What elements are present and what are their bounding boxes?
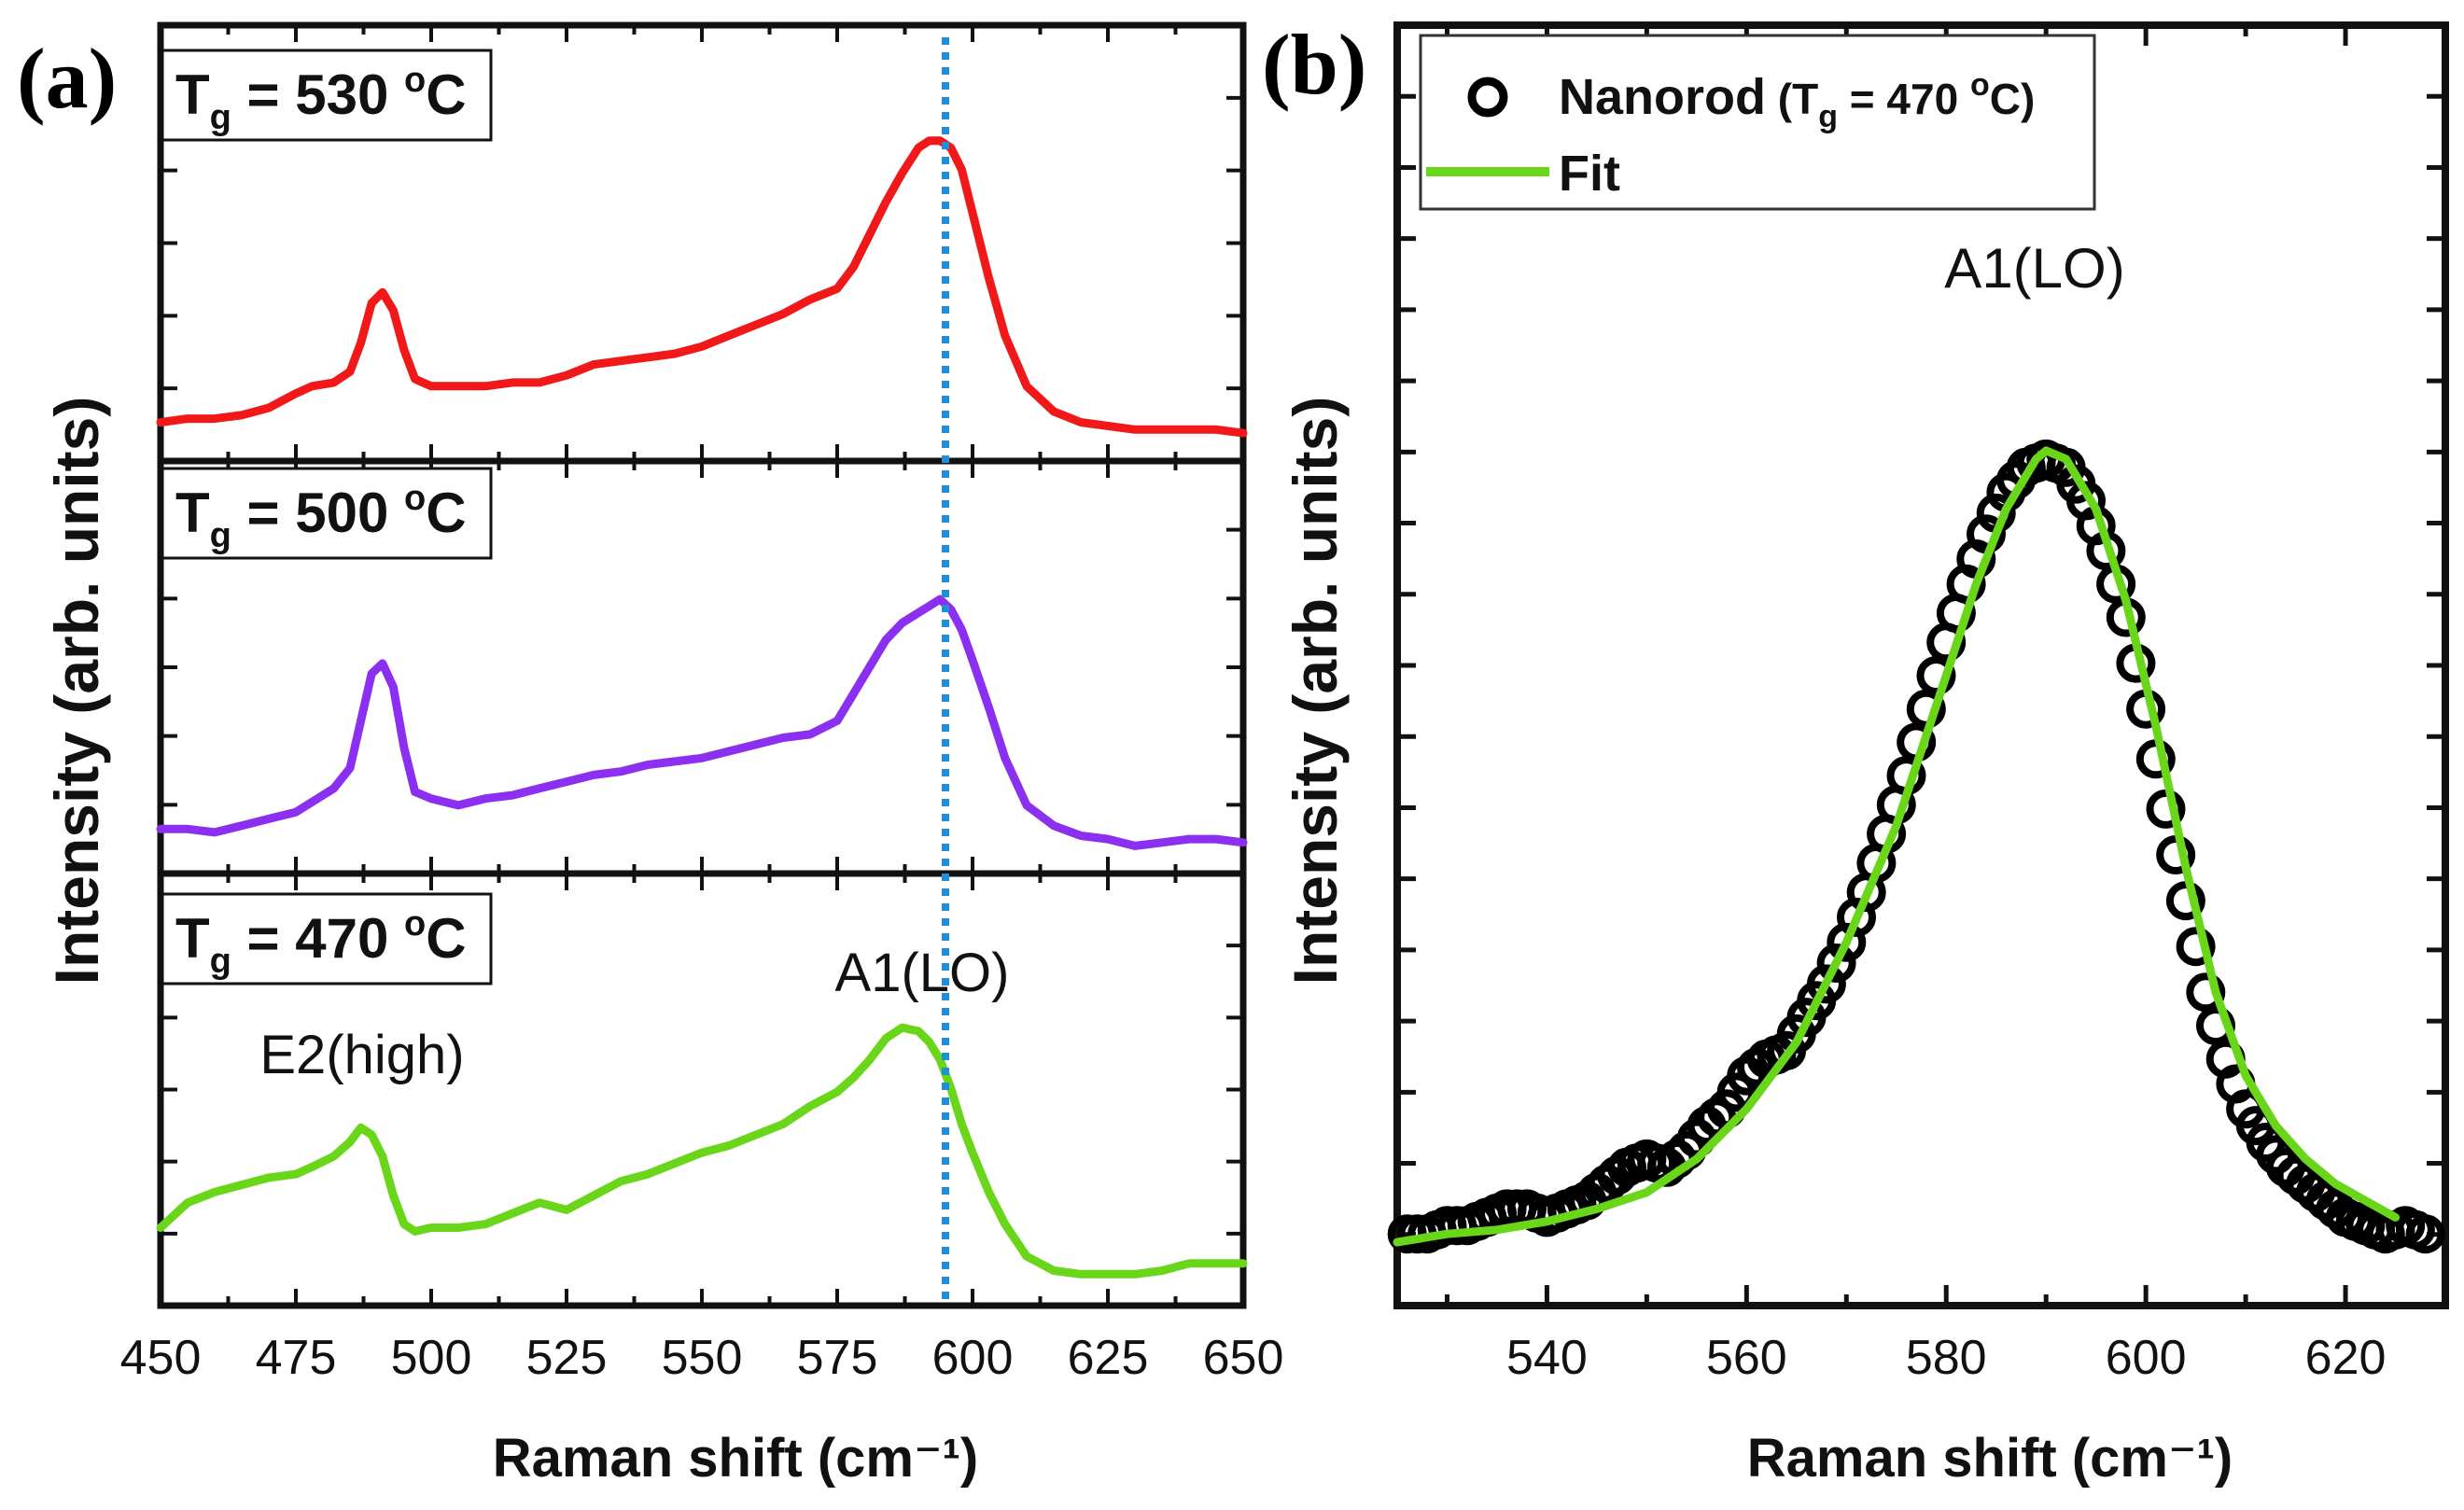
legend-nanorod-sub: g bbox=[1818, 99, 1838, 134]
legend-nanorod-name: Nanorod bbox=[1559, 69, 1766, 125]
svg-text:Tg = 500 oC: Tg = 500 oC bbox=[175, 479, 467, 555]
nanorod-marker bbox=[1806, 964, 1846, 1004]
xtick-label-b-600: 600 bbox=[2106, 1331, 2187, 1385]
label-530-value: = 530 bbox=[231, 63, 404, 126]
panel-b-xlabel: Raman shift (cm⁻¹) bbox=[1747, 1428, 2233, 1489]
label-470-unit: C bbox=[426, 907, 466, 970]
label-500-sub: g bbox=[210, 516, 231, 555]
legend-nanorod-value: = 470 bbox=[1838, 75, 1970, 123]
panel-b-xtick-labels: 540 560 580 600 620 bbox=[1506, 1331, 2386, 1385]
xtick-label-b-620: 620 bbox=[2305, 1331, 2387, 1385]
legend-nanorod-paren: (T bbox=[1766, 75, 1818, 123]
e2-high-annotation: E2(high) bbox=[259, 1025, 464, 1085]
label-470-sup: o bbox=[404, 904, 426, 944]
a1lo-annotation-a: A1(LO) bbox=[835, 943, 1010, 1003]
panel-a-xlabel: Raman shift (cm⁻¹) bbox=[493, 1428, 978, 1489]
label-500-value: = 500 bbox=[231, 482, 404, 544]
panel-b-letter: (b) bbox=[1262, 17, 1366, 112]
xtick-label-a-500: 500 bbox=[391, 1331, 472, 1385]
legend-circle-marker bbox=[1467, 77, 1508, 118]
xtick-label-a-450: 450 bbox=[120, 1331, 202, 1385]
legend-nanorod-sup: o bbox=[1970, 67, 1990, 103]
xtick-label-b-560: 560 bbox=[1706, 1331, 1787, 1385]
spectrum-line-470 bbox=[156, 1023, 1248, 1279]
label-530-unit: C bbox=[426, 63, 466, 126]
xtick-label-b-540: 540 bbox=[1506, 1331, 1588, 1385]
label-500-sup: o bbox=[404, 479, 426, 518]
panel-b-ticks bbox=[1397, 25, 2448, 1306]
label-470-sub: g bbox=[210, 942, 231, 981]
fit-line bbox=[1393, 446, 2400, 1247]
spectrum-line-530 bbox=[156, 136, 1248, 438]
subplot-470 bbox=[156, 870, 1248, 1309]
xtick-label-a-650: 650 bbox=[1203, 1331, 1284, 1385]
label-530-T: T bbox=[175, 63, 210, 126]
xtick-label-b-580: 580 bbox=[1906, 1331, 1987, 1385]
label-470-T: T bbox=[175, 907, 210, 970]
label-500-unit: C bbox=[426, 482, 466, 544]
legend-nanorod-unit: C) bbox=[1990, 75, 2036, 123]
spectrum-line-500 bbox=[156, 594, 1248, 850]
xtick-label-a-525: 525 bbox=[526, 1331, 608, 1385]
label-box-500: Tg = 500 oC bbox=[161, 467, 493, 560]
label-box-530: Tg = 530 oC bbox=[161, 49, 493, 142]
xtick-label-a-625: 625 bbox=[1068, 1331, 1149, 1385]
legend-box bbox=[1419, 34, 2096, 211]
nanorod-marker bbox=[1816, 944, 1856, 983]
panel-a-xtick-labels: 450 475 500 525 550 575 600 625 650 bbox=[120, 1331, 1284, 1385]
svg-text:Tg = 470 oC: Tg = 470 oC bbox=[175, 904, 467, 981]
panel-a: (a) Intensity (arb. units) Raman shift (… bbox=[17, 21, 1284, 1489]
nanorod-marker bbox=[2186, 972, 2226, 1013]
label-530-sub: g bbox=[210, 98, 231, 137]
label-470-value: = 470 bbox=[231, 907, 404, 970]
panel-b: (b) Intensity (arb. units) Raman shift (… bbox=[1262, 17, 2449, 1489]
legend-entry-fit: Fit bbox=[1559, 146, 1620, 202]
label-box-470: Tg = 470 oC bbox=[161, 892, 493, 986]
xtick-label-a-575: 575 bbox=[797, 1331, 878, 1385]
label-500-T: T bbox=[175, 482, 210, 544]
nanorod-marker bbox=[2176, 927, 2216, 967]
xtick-label-a-550: 550 bbox=[662, 1331, 743, 1385]
xtick-label-a-600: 600 bbox=[932, 1331, 1014, 1385]
nanorod-marker bbox=[2405, 1214, 2445, 1254]
xtick-label-a-475: 475 bbox=[256, 1331, 337, 1385]
legend-entry-nanorod: Nanorod (Tg = 470 oC) bbox=[1559, 67, 2035, 134]
legend: Nanorod (Tg = 470 oC) Fit bbox=[1419, 34, 2096, 211]
label-530-sup: o bbox=[404, 61, 426, 100]
a1lo-annotation-b: A1(LO) bbox=[1944, 237, 2124, 300]
panel-a-letter: (a) bbox=[17, 31, 117, 126]
nanorod-marker bbox=[1916, 656, 1956, 695]
panel-b-ylabel: Intensity (arb. units) bbox=[1281, 397, 1350, 986]
panel-a-ylabel: Intensity (arb. units) bbox=[42, 397, 111, 986]
svg-text:Tg = 530 oC: Tg = 530 oC bbox=[175, 61, 467, 137]
